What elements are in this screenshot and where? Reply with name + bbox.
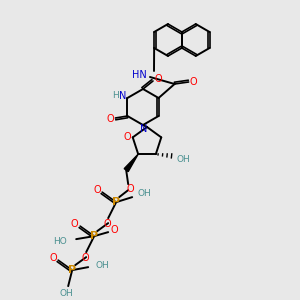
Text: O: O — [126, 184, 134, 194]
Polygon shape — [124, 154, 138, 172]
Text: O: O — [106, 114, 114, 124]
Text: O: O — [110, 225, 118, 235]
Text: OH: OH — [137, 189, 151, 198]
Text: P: P — [68, 265, 76, 275]
Text: N: N — [119, 91, 126, 101]
Text: O: O — [70, 219, 78, 229]
Text: H: H — [112, 92, 119, 100]
Text: O: O — [190, 77, 197, 87]
Text: N: N — [140, 124, 148, 134]
Text: OH: OH — [59, 289, 73, 298]
Text: O: O — [81, 253, 89, 263]
Text: O: O — [124, 132, 131, 142]
Text: O: O — [93, 185, 101, 195]
Text: O: O — [103, 219, 111, 229]
Text: O: O — [50, 253, 57, 263]
Text: HN: HN — [132, 70, 147, 80]
Text: OH: OH — [177, 154, 191, 164]
Text: P: P — [112, 197, 120, 207]
Text: P: P — [90, 231, 98, 241]
Text: O: O — [154, 74, 162, 84]
Text: HO: HO — [53, 237, 67, 246]
Text: OH: OH — [95, 261, 109, 270]
